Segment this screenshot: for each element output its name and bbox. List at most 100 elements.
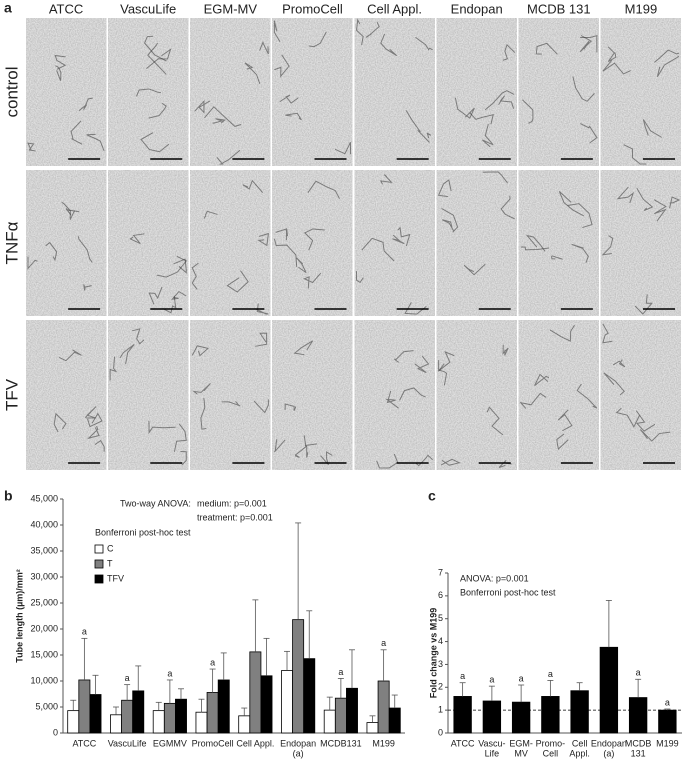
micrograph: [600, 18, 681, 166]
legend-label: C: [107, 543, 114, 553]
tube-structure: [171, 290, 187, 300]
column-header: MCDB 131: [527, 1, 591, 16]
significance-label: a: [125, 673, 130, 683]
significance-label: a: [636, 668, 641, 678]
tube-structure: [140, 132, 170, 153]
tube-structure: [572, 76, 595, 102]
tube-structure: [212, 118, 226, 124]
tube-structure: [355, 18, 364, 46]
significance-label: a: [82, 627, 87, 637]
column-header: Endopan: [451, 1, 503, 16]
panel-label: c: [428, 488, 436, 504]
x-tick-label: PromoCell: [192, 738, 234, 748]
tube-structure: [221, 401, 241, 407]
x-tick-label: Cell Appl.: [236, 738, 274, 748]
tube-structure: [135, 88, 161, 97]
annotation: Bonferroni post-hoc test: [95, 527, 191, 537]
tube-structure: [376, 453, 399, 469]
tube-structure: [273, 20, 281, 43]
tube-structure: [520, 246, 550, 251]
tube-structure: [502, 344, 509, 356]
column-header: Cell Appl.: [367, 1, 422, 16]
tube-structure: [454, 97, 475, 119]
tube-structure: [194, 100, 211, 114]
significance-label: a: [460, 671, 465, 681]
annotation: ANOVA: p=0.001: [460, 573, 529, 583]
bar: [78, 679, 91, 734]
tube-structure: [636, 188, 654, 211]
y-tick-label: 7: [438, 567, 443, 577]
tube-structure: [334, 142, 351, 155]
tube-structure: [146, 48, 172, 69]
micrograph: [108, 18, 189, 166]
legend-swatch: [94, 559, 104, 569]
x-tick-label: (a): [293, 748, 304, 758]
tube-structure: [303, 272, 322, 289]
tube-structure: [274, 54, 290, 78]
bar: [628, 697, 648, 734]
x-tick-label: Vascu-: [478, 738, 505, 748]
tube-structure: [405, 110, 430, 143]
tube-structure: [87, 425, 100, 440]
micrograph: [272, 18, 353, 166]
x-tick-label: Cell: [572, 738, 588, 748]
micrograph: [108, 320, 189, 470]
tube-structure: [399, 387, 426, 401]
tube-structure: [438, 351, 455, 372]
micrograph: [518, 18, 599, 166]
tube-structure: [180, 450, 187, 466]
tube-structure: [522, 99, 534, 124]
tube-structure: [556, 433, 569, 451]
tube-structure: [379, 174, 393, 185]
y-tick-label: 1: [438, 705, 443, 715]
tube-structure: [65, 207, 80, 216]
bar: [260, 675, 273, 734]
bar: [89, 694, 102, 734]
tube-structure: [567, 203, 593, 229]
tube-structure: [156, 255, 188, 278]
bar: [511, 701, 531, 734]
significance-label: a: [489, 675, 494, 685]
tube-structure: [534, 373, 550, 387]
tube-structure: [469, 112, 494, 125]
tube-structure: [441, 208, 459, 233]
tube-structure: [61, 201, 76, 220]
x-tick-label: ATCC: [451, 738, 475, 748]
row-label: TFV: [2, 378, 21, 411]
tube-structure: [365, 21, 380, 38]
column-header: PromoCell: [282, 1, 343, 16]
tube-structure: [143, 35, 167, 62]
micrograph: [190, 18, 271, 166]
y-tick-label: 15,000: [30, 649, 58, 659]
x-tick-label: (a): [603, 748, 614, 758]
y-tick-label: 45,000: [30, 493, 58, 503]
x-tick-label: MCDB131: [320, 738, 362, 748]
tube-structure: [119, 344, 135, 365]
bar: [152, 710, 165, 734]
x-tick-label: Endopan: [280, 738, 316, 748]
tube-structure: [303, 228, 325, 251]
tube-structure: [320, 451, 333, 466]
tube-structure: [148, 420, 176, 435]
y-tick-label: 35,000: [30, 545, 58, 555]
x-tick-label: EGM-: [509, 738, 533, 748]
bar: [599, 646, 619, 734]
tube-structure: [131, 328, 145, 345]
tube-structure: [148, 103, 167, 119]
tube-structure: [203, 210, 218, 219]
bar: [388, 707, 401, 734]
tube-structure: [601, 235, 614, 256]
tube-structure: [129, 233, 145, 245]
tube-structure: [440, 458, 461, 466]
tube-structure: [45, 241, 58, 262]
micrograph: [436, 320, 517, 470]
tube-structure: [653, 199, 667, 222]
tube-structure: [307, 180, 340, 199]
tube-structure: [53, 412, 67, 433]
tube-structure: [257, 232, 269, 247]
bar: [658, 709, 677, 734]
micrograph: [190, 170, 271, 316]
significance-label: a: [519, 673, 524, 683]
significance-label: a: [210, 657, 215, 667]
